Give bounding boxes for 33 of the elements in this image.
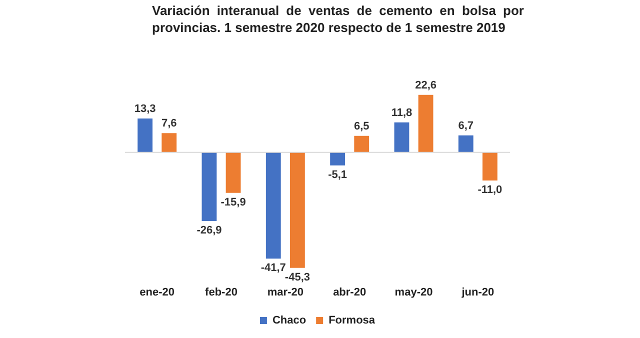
data-label: 22,6 [415, 79, 436, 92]
x-tick-label: mar-20 [267, 286, 304, 298]
x-tick-label: abr-20 [333, 286, 366, 298]
bar [330, 152, 346, 166]
bar [138, 118, 153, 152]
bar [266, 152, 281, 259]
bar [202, 152, 217, 221]
data-label: -26,9 [196, 224, 222, 236]
data-label: 7,6 [161, 118, 177, 130]
data-label: -5,1 [328, 168, 348, 181]
bar [226, 152, 241, 193]
legend-label: Formosa [328, 314, 376, 327]
data-label: -11,0 [478, 184, 502, 196]
data-label: 6,7 [458, 120, 474, 132]
bar [482, 152, 498, 180]
data-label: 6,5 [354, 120, 370, 132]
bar [394, 122, 410, 152]
data-label: -45,3 [284, 271, 310, 284]
x-tick-label: feb-20 [205, 286, 238, 298]
data-label: -41,7 [260, 262, 286, 274]
x-tick-label: may-20 [394, 286, 433, 298]
chart-title: Variación interanual de ventas de cemento en bolsa por provincias. 1 semestre 2020 respecto de 1 semestre 2019 [152, 2, 524, 36]
bar [162, 133, 177, 152]
bar [290, 152, 305, 268]
bar [458, 135, 474, 152]
x-tick-label: jun-20 [460, 286, 494, 298]
data-label: -15,9 [220, 196, 246, 208]
data-label: 11,8 [391, 106, 412, 119]
bar [354, 136, 370, 152]
x-tick-label: ene-20 [140, 286, 175, 298]
data-label: 13,3 [134, 103, 156, 116]
bar [418, 94, 434, 152]
legend-label: Chaco [272, 314, 306, 327]
